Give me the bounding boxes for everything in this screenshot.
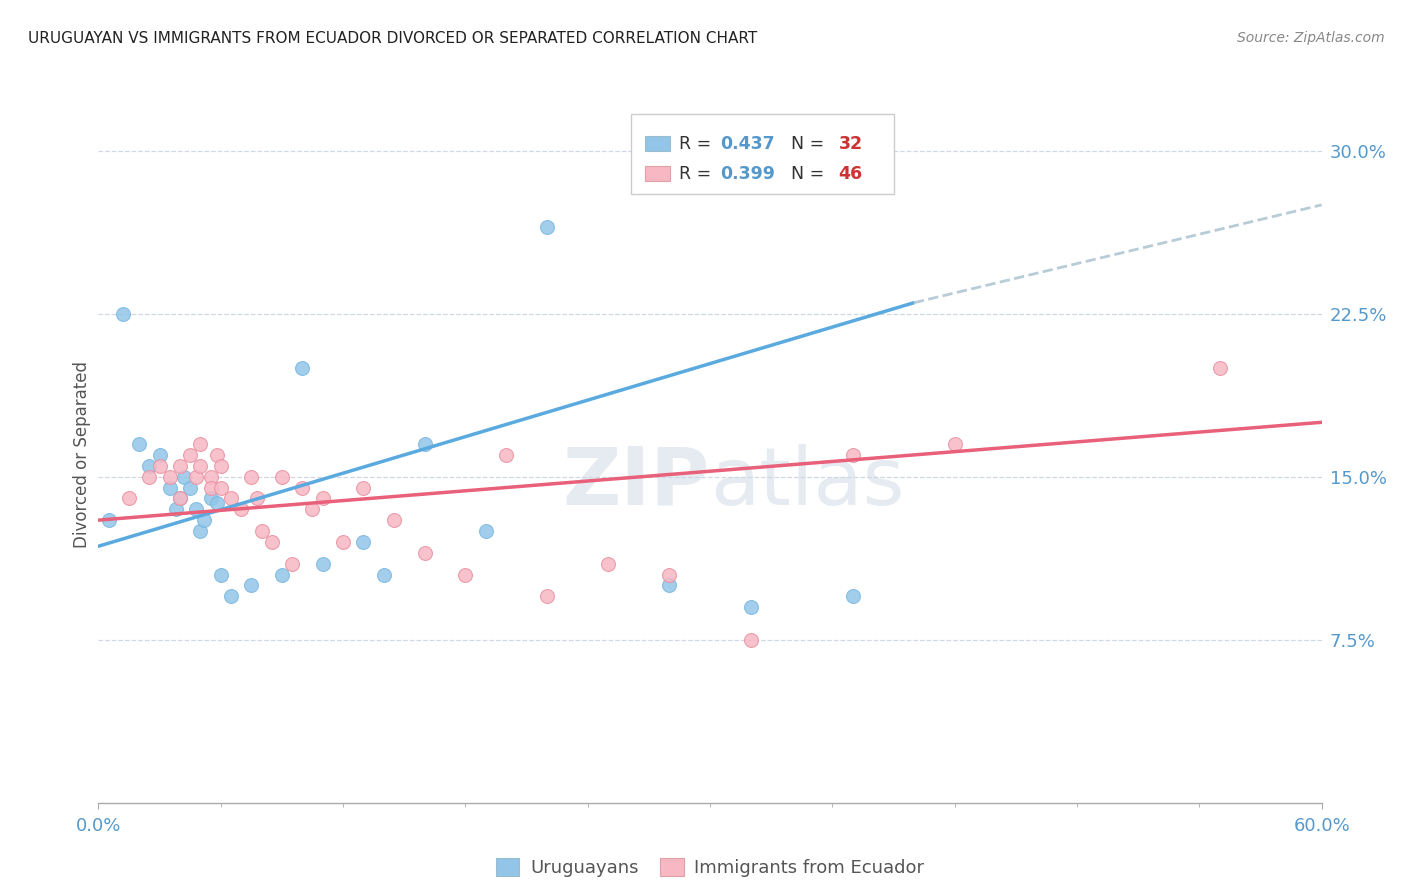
Point [149, 458, 172, 473]
Point [169, 491, 191, 506]
Legend: Uruguayans, Immigrants from Ecuador: Uruguayans, Immigrants from Ecuador [488, 851, 932, 884]
Point [658, 567, 681, 582]
Point [246, 491, 269, 506]
Point [1208, 360, 1232, 375]
Point [841, 448, 863, 462]
Point [209, 481, 232, 495]
Point [149, 448, 172, 462]
Point [179, 448, 201, 462]
Point [373, 567, 395, 582]
Text: atlas: atlas [710, 443, 904, 522]
Point [495, 448, 517, 462]
Point [231, 502, 253, 516]
Point [186, 502, 208, 516]
Point [188, 524, 212, 538]
Point [312, 491, 335, 506]
Point [740, 632, 762, 647]
Point [200, 469, 222, 483]
Point [943, 437, 966, 451]
Point [312, 557, 335, 571]
Point [841, 589, 863, 603]
Point [270, 469, 294, 483]
Point [352, 481, 374, 495]
Point [281, 557, 304, 571]
Point [240, 469, 263, 483]
Point [209, 567, 232, 582]
Text: N =: N = [780, 165, 830, 183]
Text: Source: ZipAtlas.com: Source: ZipAtlas.com [1237, 31, 1385, 45]
Text: 46: 46 [838, 165, 863, 183]
Point [382, 513, 405, 527]
Point [454, 567, 477, 582]
Point [173, 469, 195, 483]
Point [219, 589, 242, 603]
Point [352, 535, 374, 549]
Point [596, 557, 619, 571]
Text: ZIP: ZIP [562, 443, 710, 522]
Point [536, 589, 558, 603]
Point [193, 513, 215, 527]
Point [413, 437, 436, 451]
Point [260, 535, 283, 549]
Point [118, 491, 141, 506]
Point [188, 437, 212, 451]
Point [301, 502, 323, 516]
Text: 0.437: 0.437 [720, 136, 775, 153]
FancyBboxPatch shape [645, 136, 669, 152]
Text: 32: 32 [838, 136, 863, 153]
Text: 0.399: 0.399 [720, 165, 775, 183]
Point [291, 360, 314, 375]
Point [128, 437, 150, 451]
Text: R =: R = [679, 165, 717, 183]
Text: N =: N = [780, 136, 830, 153]
Point [179, 481, 201, 495]
Point [270, 567, 294, 582]
FancyBboxPatch shape [645, 166, 669, 181]
Point [240, 578, 263, 592]
Point [658, 578, 681, 592]
Point [97, 513, 120, 527]
Point [159, 481, 181, 495]
Point [740, 600, 762, 615]
Point [205, 496, 228, 510]
Point [111, 307, 134, 321]
Point [219, 491, 242, 506]
FancyBboxPatch shape [630, 114, 894, 194]
Text: R =: R = [679, 136, 717, 153]
Point [200, 481, 222, 495]
Point [413, 546, 436, 560]
Point [165, 502, 187, 516]
Point [209, 458, 232, 473]
Text: URUGUAYAN VS IMMIGRANTS FROM ECUADOR DIVORCED OR SEPARATED CORRELATION CHART: URUGUAYAN VS IMMIGRANTS FROM ECUADOR DIV… [28, 31, 758, 46]
Point [138, 458, 160, 473]
Point [188, 458, 212, 473]
Point [138, 469, 160, 483]
Point [169, 458, 191, 473]
Point [169, 491, 191, 506]
Point [291, 481, 314, 495]
Point [159, 469, 181, 483]
Point [536, 219, 558, 234]
Point [332, 535, 354, 549]
Point [186, 469, 208, 483]
Y-axis label: Divorced or Separated: Divorced or Separated [73, 361, 91, 549]
Point [250, 524, 273, 538]
Point [474, 524, 498, 538]
Point [200, 491, 222, 506]
Point [205, 448, 228, 462]
